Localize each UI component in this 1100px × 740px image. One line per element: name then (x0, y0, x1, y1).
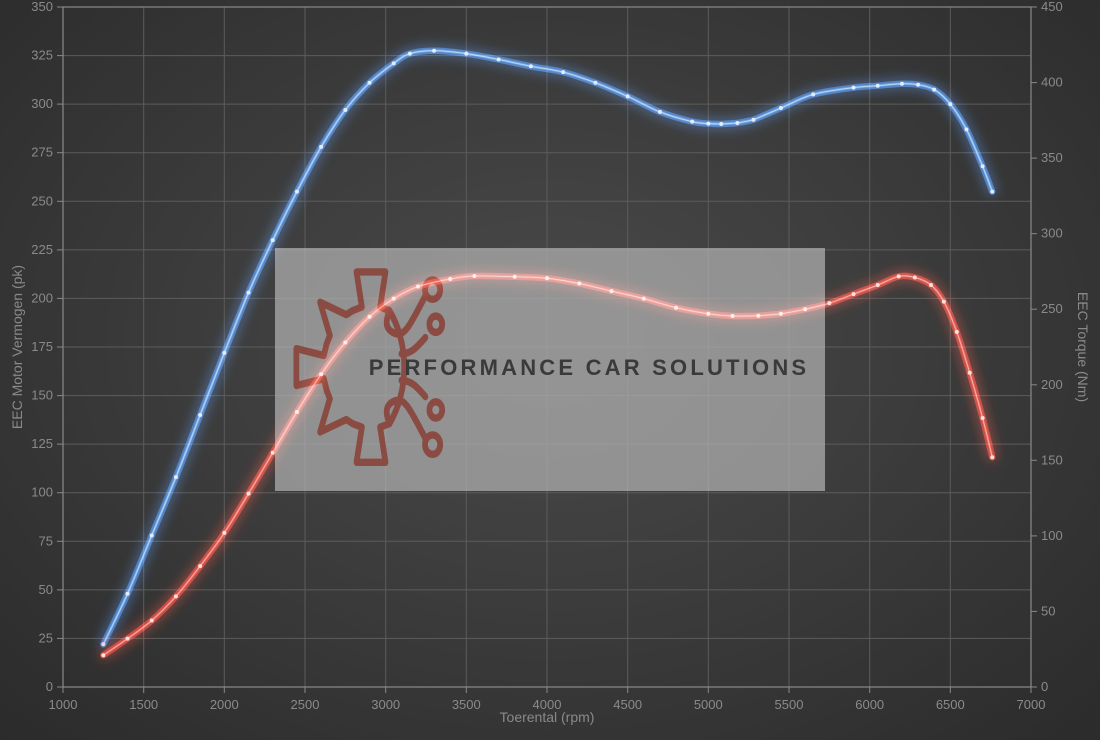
svg-text:1500: 1500 (129, 697, 158, 712)
svg-text:275: 275 (31, 145, 53, 160)
svg-text:350: 350 (1041, 150, 1063, 165)
svg-text:3500: 3500 (452, 697, 481, 712)
svg-text:200: 200 (31, 290, 53, 305)
svg-text:325: 325 (31, 48, 53, 63)
svg-text:150: 150 (1041, 452, 1063, 467)
svg-text:EEC Torque (Nm): EEC Torque (Nm) (1075, 292, 1091, 402)
svg-text:50: 50 (39, 582, 53, 597)
svg-text:PERFORMANCE CAR SOLUTIONS: PERFORMANCE CAR SOLUTIONS (369, 355, 810, 380)
svg-text:350: 350 (31, 0, 53, 14)
svg-text:175: 175 (31, 339, 53, 354)
svg-text:75: 75 (39, 533, 53, 548)
svg-text:2000: 2000 (210, 697, 239, 712)
svg-text:0: 0 (46, 679, 53, 694)
svg-text:6000: 6000 (855, 697, 884, 712)
svg-text:250: 250 (31, 193, 53, 208)
svg-text:200: 200 (1041, 377, 1063, 392)
svg-text:400: 400 (1041, 75, 1063, 90)
svg-text:50: 50 (1041, 603, 1055, 618)
svg-text:EEC Motor Vermogen (pk): EEC Motor Vermogen (pk) (9, 265, 25, 429)
svg-text:150: 150 (31, 388, 53, 403)
svg-text:5500: 5500 (775, 697, 804, 712)
svg-text:225: 225 (31, 242, 53, 257)
svg-text:4500: 4500 (613, 697, 642, 712)
svg-text:7000: 7000 (1017, 697, 1046, 712)
svg-text:125: 125 (31, 436, 53, 451)
svg-text:0: 0 (1041, 679, 1048, 694)
svg-text:100: 100 (1041, 528, 1063, 543)
svg-text:3000: 3000 (371, 697, 400, 712)
svg-text:300: 300 (1041, 226, 1063, 241)
svg-text:5000: 5000 (694, 697, 723, 712)
svg-text:250: 250 (1041, 301, 1063, 316)
svg-text:1000: 1000 (49, 697, 78, 712)
svg-text:Toerental (rpm): Toerental (rpm) (500, 709, 595, 725)
svg-text:6500: 6500 (936, 697, 965, 712)
svg-text:25: 25 (39, 630, 53, 645)
svg-text:2500: 2500 (291, 697, 320, 712)
svg-text:450: 450 (1041, 0, 1063, 14)
svg-text:300: 300 (31, 96, 53, 111)
svg-text:100: 100 (31, 485, 53, 500)
